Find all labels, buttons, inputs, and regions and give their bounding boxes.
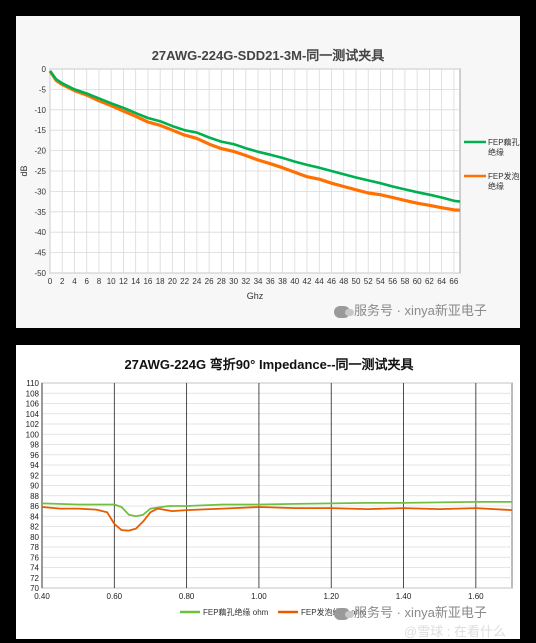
y-tick-label: 92 [30, 471, 39, 480]
x-tick-label: 54 [376, 277, 385, 286]
x-tick-label: 0.40 [34, 592, 50, 601]
x-tick-label: 1.20 [323, 592, 339, 601]
x-tick-label: 20 [168, 277, 177, 286]
x-tick-label: 32 [241, 277, 250, 286]
x-tick-label: 12 [119, 277, 128, 286]
x-tick-label: 22 [180, 277, 189, 286]
y-tick-label: 86 [30, 502, 39, 511]
x-tick-label: 28 [217, 277, 226, 286]
y-tick-label: -15 [34, 126, 46, 135]
y-tick-label: 76 [30, 553, 39, 562]
y-tick-label: 84 [30, 512, 39, 521]
legend-label-1: FEP藕孔绝缘 ohm [203, 607, 269, 617]
x-tick-label: 50 [352, 277, 361, 286]
y-tick-label: -40 [34, 228, 46, 237]
x-tick-label: 16 [143, 277, 152, 286]
x-tick-label: 18 [156, 277, 165, 286]
y-tick-label: 98 [30, 441, 39, 450]
chart-title: 27AWG-224G 弯折90° Impedance--同一测试夹具 [124, 357, 413, 372]
series-line-1 [48, 70, 461, 203]
y-tick-label: 104 [26, 410, 40, 419]
y-tick-label: 0 [42, 65, 47, 74]
series-line-2 [48, 70, 461, 212]
y-tick-label: 74 [30, 564, 39, 573]
y-tick-label: 110 [26, 379, 39, 388]
x-tick-label: 52 [364, 277, 373, 286]
x-tick-label: 64 [437, 277, 446, 286]
x-tick-label: 66 [449, 277, 458, 286]
x-tick-label: 36 [266, 277, 275, 286]
x-tick-label: 30 [229, 277, 238, 286]
x-tick-label: 4 [72, 277, 77, 286]
x-tick-label: 26 [205, 277, 214, 286]
x-tick-label: 8 [97, 277, 102, 286]
x-tick-label: 60 [413, 277, 422, 286]
x-axis-label: Ghz [247, 291, 264, 301]
x-tick-label: 42 [303, 277, 312, 286]
chart-title: 27AWG-224G-SDD21-3M-同一测试夹具 [152, 48, 385, 63]
legend-label-2-line2: 绝缘 [488, 181, 504, 191]
x-tick-label: 46 [327, 277, 336, 286]
series-line-2 [41, 506, 513, 532]
chart-panel-impedance: 27AWG-224G 弯折90° Impedance--同一测试夹具 110 108… [16, 345, 520, 639]
x-tick-label: 14 [131, 277, 140, 286]
x-tick-label: 2 [60, 277, 65, 286]
y-tick-label: 100 [26, 430, 40, 439]
y-tick-label: 72 [30, 574, 39, 583]
x-tick-label: 24 [192, 277, 201, 286]
y-tick-label: -5 [39, 85, 47, 94]
y-tick-label: 106 [26, 400, 40, 409]
legend-label-2: FEP发泡 [488, 171, 520, 181]
x-tick-label: 1.00 [251, 592, 267, 601]
series-line-1 [41, 500, 512, 518]
x-tick-label: 0.80 [179, 592, 195, 601]
y-tick-label: 78 [30, 543, 39, 552]
y-tick-label: 80 [30, 533, 39, 542]
x-tick-label: 0.60 [107, 592, 123, 601]
x-tick-label: 34 [254, 277, 263, 286]
y-tick-label: 82 [30, 523, 39, 532]
x-tick-label: 62 [425, 277, 434, 286]
y-tick-label: 96 [30, 451, 39, 460]
y-tick-label: -35 [34, 208, 46, 217]
x-tick-label: 6 [84, 277, 89, 286]
watermark: 服务号 · xinya新亚电子 [334, 300, 487, 319]
wechat-icon [334, 607, 354, 620]
y-tick-label: -25 [34, 167, 46, 176]
legend-label-1: FEP藕孔 [488, 137, 520, 147]
y-tick-label: -20 [34, 147, 46, 156]
y-axis-label: dB [19, 165, 29, 176]
site-watermark: @雪球 : 在看什么 [404, 624, 507, 639]
y-tick-label: -45 [34, 249, 46, 258]
y-tick-label: -50 [34, 269, 46, 278]
x-tick-label: 40 [290, 277, 299, 286]
y-tick-label: -10 [34, 106, 46, 115]
x-tick-label: 44 [315, 277, 324, 286]
y-tick-label: 102 [26, 420, 40, 429]
x-tick-label: 10 [107, 277, 116, 286]
chart-panel-sdd21: 27AWG-224G-SDD21-3M-同一测试夹具 0 2 4 6 8 10 12 14 16 1… [16, 16, 520, 328]
x-tick-label: 1.40 [396, 592, 412, 601]
y-tick-label: 108 [26, 389, 40, 398]
x-tick-label: 1.60 [468, 592, 484, 601]
impedance-chart: 27AWG-224G 弯折90° Impedance--同一测试夹具 110108… [26, 357, 513, 617]
y-tick-label: -30 [34, 187, 46, 196]
y-tick-label: 94 [30, 461, 39, 470]
watermark-2: 服务号 · xinya新亚电子 [334, 602, 487, 621]
y-tick-label: 88 [30, 492, 39, 501]
wechat-icon [334, 305, 354, 318]
watermark-text-2: 服务号 · xinya新亚电子 [354, 605, 487, 620]
watermark-text: 服务号 · xinya新亚电子 [354, 303, 487, 318]
y-tick-label: 90 [30, 482, 39, 491]
x-tick-label: 56 [388, 277, 397, 286]
legend-label-1-line2: 绝缘 [488, 147, 504, 157]
x-tick-label: 38 [278, 277, 287, 286]
x-tick-label: 48 [339, 277, 348, 286]
x-tick-label: 0 [48, 277, 53, 286]
y-tick-label: 70 [30, 584, 39, 593]
legend-label-2: FEP发泡绝缘 ohm [301, 607, 367, 617]
x-tick-label: 58 [400, 277, 409, 286]
